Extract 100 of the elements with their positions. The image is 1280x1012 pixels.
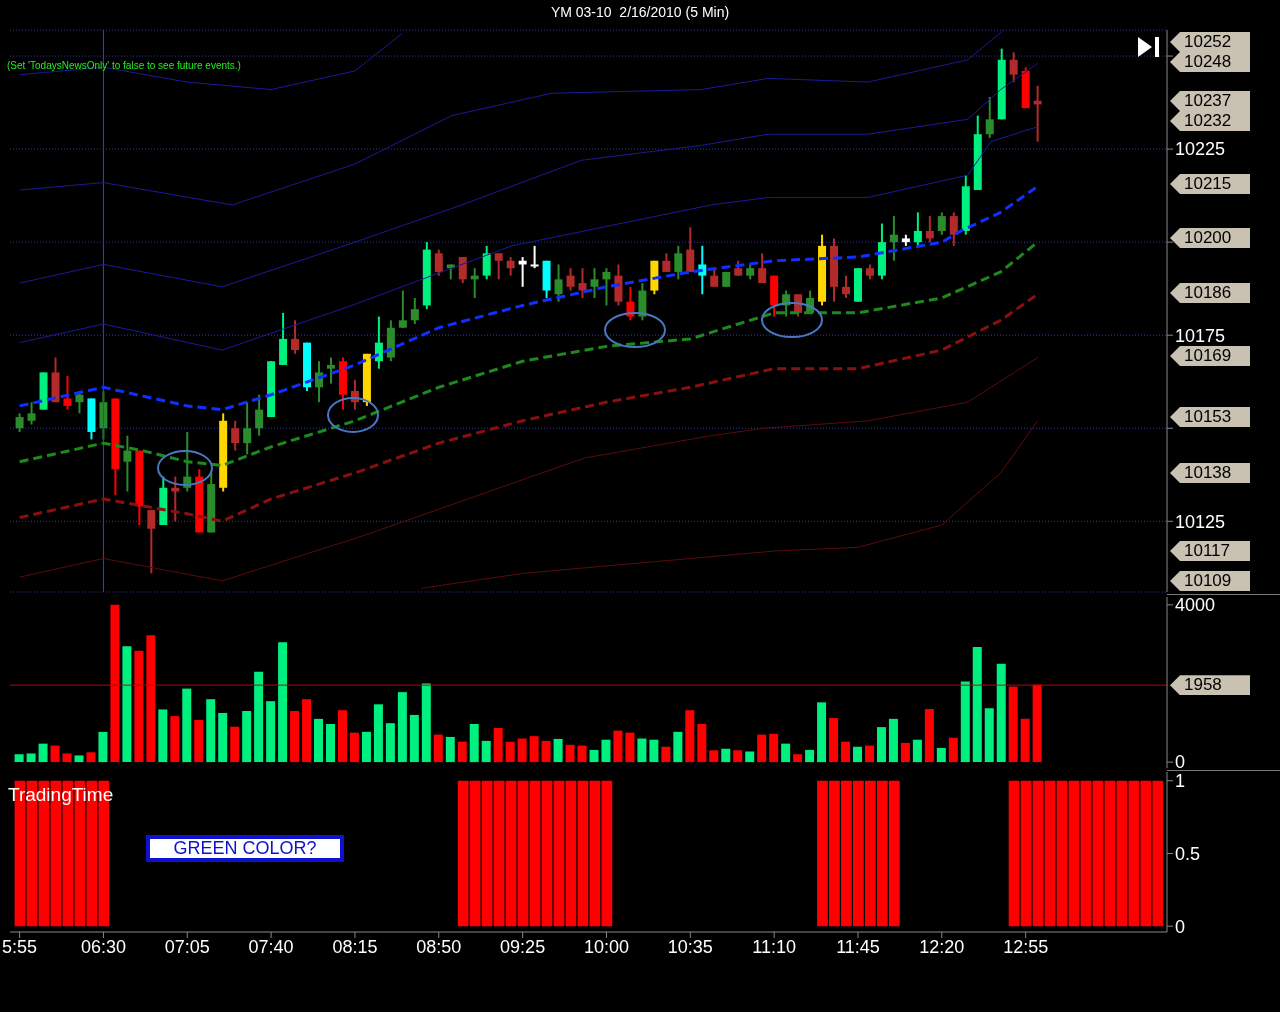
- bar: [613, 730, 623, 763]
- bar: [86, 752, 96, 763]
- text: 10252: [1170, 32, 1250, 52]
- candlestick: [231, 419, 240, 452]
- candlestick: [758, 252, 767, 285]
- bar: [900, 742, 910, 763]
- bar: [817, 702, 827, 763]
- bar: [98, 731, 108, 763]
- text: 10215: [1170, 174, 1250, 194]
- bar: [912, 739, 922, 763]
- bar: [505, 741, 515, 763]
- bar: [637, 738, 647, 763]
- bar: [349, 732, 359, 763]
- bar: [721, 748, 731, 763]
- bar: [733, 750, 743, 763]
- bar: [409, 714, 419, 763]
- bar: [206, 699, 216, 763]
- bar: [709, 750, 719, 763]
- x-tick-label: 12:55: [1003, 936, 1049, 957]
- candlestick: [578, 267, 587, 299]
- candlestick: [123, 434, 132, 493]
- bar: [38, 743, 48, 763]
- bar: [601, 739, 611, 763]
- bar: [361, 731, 371, 763]
- bar: [230, 726, 240, 763]
- line-series: [19, 126, 1039, 351]
- bar: [757, 734, 767, 763]
- candlestick: [398, 289, 407, 329]
- bar: [493, 727, 503, 763]
- bar: [421, 683, 431, 763]
- y-tick-label: 0: [1175, 752, 1186, 773]
- bar: [194, 720, 204, 763]
- candlestick: [15, 412, 24, 433]
- bar: [876, 727, 886, 763]
- bar: [302, 699, 312, 763]
- bar: [182, 688, 192, 763]
- bar: [984, 708, 994, 763]
- bar: [517, 738, 527, 763]
- candlestick: [554, 263, 563, 303]
- candlestick: [925, 215, 934, 244]
- candlestick: [602, 267, 611, 307]
- candlestick: [590, 267, 599, 299]
- candlestick: [243, 401, 252, 456]
- x-tick-label: 07:05: [164, 936, 210, 957]
- bar: [924, 709, 934, 763]
- candlestick: [458, 256, 467, 285]
- candlestick: [698, 244, 707, 296]
- bar: [218, 712, 228, 763]
- bar: [936, 747, 946, 763]
- bar: [62, 753, 72, 763]
- chart-title: YM 03-10 2/16/2010 (5 Min): [549, 4, 731, 20]
- bar: [481, 740, 491, 763]
- x-tick-label: 06:30: [80, 936, 126, 957]
- bar: [841, 741, 851, 763]
- bar: [314, 718, 324, 763]
- y-tick-label: 0.5: [1175, 843, 1201, 864]
- bar: [625, 732, 635, 763]
- bar: [864, 745, 874, 763]
- candlestick: [937, 211, 946, 236]
- bar: [1020, 718, 1030, 763]
- bar: [948, 737, 958, 763]
- text: 10153: [1170, 407, 1250, 427]
- bar: [829, 718, 839, 763]
- x-tick-label: 07:40: [248, 936, 294, 957]
- candlestick: [494, 252, 503, 281]
- x-tick-label: 10:35: [667, 936, 713, 957]
- y-tick-label: 1: [1175, 771, 1186, 792]
- bar: [960, 681, 970, 763]
- bar: [769, 733, 779, 763]
- ref-line-label: 1958: [1170, 675, 1250, 696]
- annotation: GREEN COLOR?: [146, 835, 344, 862]
- bar: [661, 746, 671, 763]
- bar: [697, 723, 707, 763]
- bar: [469, 723, 479, 763]
- text: 10200: [1170, 228, 1250, 248]
- bar: [74, 755, 84, 763]
- bar: [385, 723, 395, 763]
- y-tick-label: 0: [1175, 916, 1186, 937]
- bar: [541, 740, 551, 763]
- candlestick: [674, 244, 683, 281]
- bar: [673, 731, 683, 763]
- x-tick-label: 5:55: [2, 936, 38, 957]
- bar: [373, 704, 383, 763]
- bar: [266, 701, 276, 763]
- line-series: [421, 420, 1039, 589]
- candlestick: [506, 256, 515, 277]
- text: 10109: [1170, 571, 1250, 591]
- bar: [433, 734, 443, 763]
- candlestick: [842, 274, 851, 299]
- bar: [326, 723, 335, 763]
- bar: [290, 711, 300, 763]
- bar: [14, 754, 24, 763]
- text: 10138: [1170, 463, 1250, 483]
- candlestick: [662, 252, 671, 273]
- x-tick-label: 08:50: [416, 936, 462, 957]
- y-tick-label: 4000: [1175, 595, 1216, 616]
- bar: [805, 749, 815, 763]
- text: 10117: [1170, 541, 1250, 561]
- bar: [853, 746, 862, 763]
- x-tick-label: 11:45: [836, 936, 880, 957]
